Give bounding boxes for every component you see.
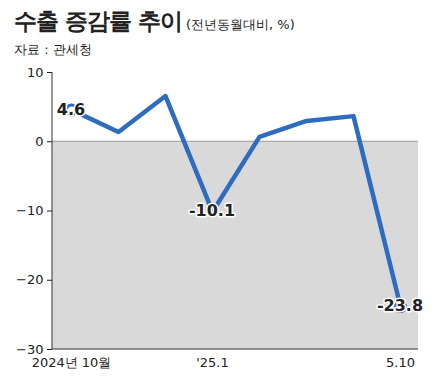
- svg-text:-10.1: -10.1: [189, 201, 235, 220]
- svg-text:-23.8: -23.8: [377, 296, 423, 315]
- svg-text:2024년 10월: 2024년 10월: [32, 355, 112, 370]
- svg-text:4.6: 4.6: [57, 100, 85, 119]
- svg-text:5.10: 5.10: [386, 355, 415, 370]
- html-text:수출 증감률 추이 (전년동월대비, %): 수출 증감률 추이 (전년동월대비, %): [14, 8, 295, 34]
- svg-text:0: 0: [35, 134, 43, 149]
- svg-text:−10: −10: [16, 203, 43, 218]
- svg-text:10: 10: [27, 65, 44, 80]
- svg-text:−30: −30: [16, 341, 44, 357]
- html-text:자료 : 관세청: 자료 : 관세청: [14, 42, 92, 57]
- svg-text:−20: −20: [16, 272, 43, 287]
- svg-text:'25.1: '25.1: [196, 355, 229, 370]
